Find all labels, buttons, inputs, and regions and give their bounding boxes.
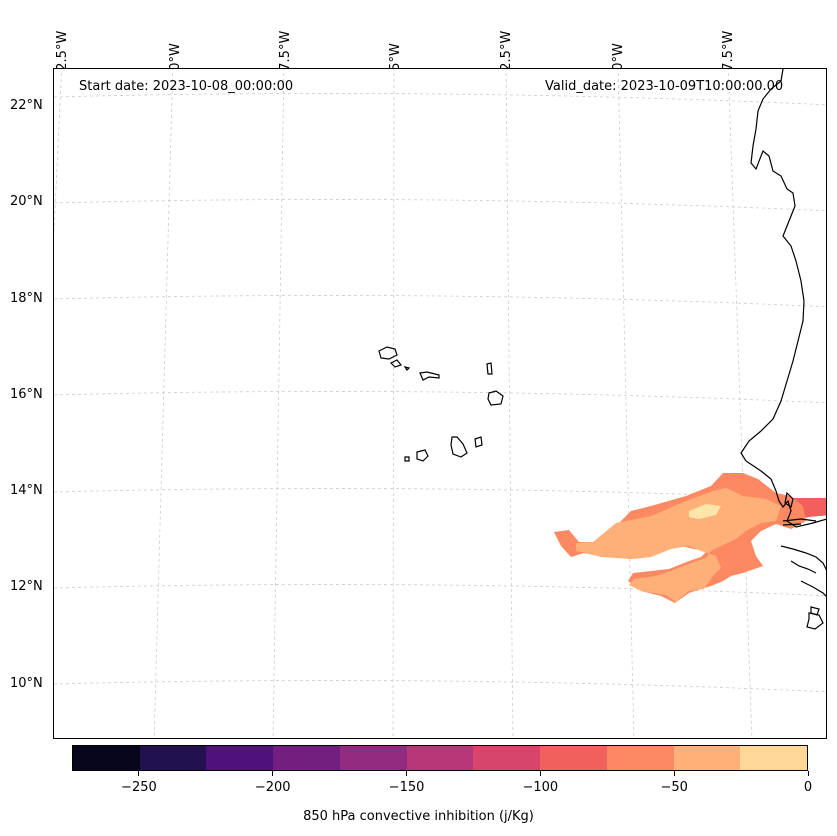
colorbar-swatch-9 (673, 746, 741, 770)
colorbar-swatch-0 (73, 746, 140, 770)
colorbar-tick-label: −100 (522, 780, 559, 795)
colorbar-tick (406, 771, 408, 776)
coastline-cape-verde-fogo (416, 449, 429, 462)
colorbar-swatch-10 (740, 746, 808, 770)
cin-field (554, 473, 826, 603)
lat-label-20n: 20°N (10, 194, 43, 209)
gridline-lat-20n (54, 199, 826, 212)
gridline-lat-10n (54, 680, 826, 693)
valid-date-label: Valid_date: 2023-10-09T10:00:00.00 (545, 79, 784, 94)
coastline-cape-verde-sao-nicolau (419, 371, 440, 381)
cin-contour-minus-50-to-minus-25 (576, 488, 781, 602)
colorbar-tick (539, 771, 541, 776)
coastline-cape-verde-santiago (450, 436, 468, 458)
gridline-lat-16n (54, 391, 826, 404)
coastline-cape-verde-sao-vicente (389, 359, 403, 368)
coastline-cape-verde-maio (474, 436, 483, 448)
lat-label-22n: 22°N (10, 98, 43, 113)
colorbar-tick (272, 771, 274, 776)
coastline-gambia (782, 518, 817, 526)
coastline-cape-verde-brava (404, 456, 410, 462)
lat-label-14n: 14°N (10, 483, 43, 498)
colorbar-swatch-7 (540, 746, 607, 770)
start-date-label: Start date: 2023-10-08_00:00:00 (79, 79, 294, 94)
colorbar-swatch-4 (339, 746, 407, 770)
coastline-cape-verde-sal (486, 362, 493, 375)
gridline-lon-22-5w (505, 69, 514, 738)
lat-label-18n: 18°N (10, 291, 43, 306)
lat-label-16n: 16°N (10, 387, 43, 402)
gridline-lon-32-5w (54, 69, 63, 232)
lat-label-10n: 10°N (10, 676, 43, 691)
lat-label-12n: 12°N (10, 579, 43, 594)
coastline-west-africa (740, 69, 826, 630)
gridline-lon-20w (617, 69, 635, 738)
colorbar-swatch-3 (273, 746, 340, 770)
colorbar (72, 745, 808, 771)
coastline-cape-verde-santo-antao (378, 346, 398, 360)
gridline-lat-22n (54, 93, 826, 106)
coastline-cape-verde-santa-luzia (403, 366, 411, 371)
cin-contour-minus-25-to-0 (689, 504, 721, 519)
colorbar-swatch-2 (206, 746, 274, 770)
colorbar-tick-label: −250 (121, 780, 157, 795)
colorbar-swatch-6 (473, 746, 541, 770)
gridline-lon-30w (153, 69, 174, 738)
colorbar-swatch-5 (406, 746, 474, 770)
colorbar-swatch-8 (606, 746, 674, 770)
gridline-lon-25w (392, 69, 395, 738)
gridline-lat-12n (54, 584, 826, 597)
coastline-cape-verde-boa-vista (487, 390, 504, 406)
colorbar-tick-label: 0 (803, 780, 813, 795)
coastlines (378, 69, 826, 630)
colorbar-tick-label: −200 (254, 780, 291, 795)
colorbar-tick (138, 771, 140, 776)
colorbar-swatch-1 (139, 746, 207, 770)
coastline-senegal-inlet (784, 491, 794, 508)
colorbar-title: 850 hPa convective inhibition (j/Kg) (303, 809, 534, 824)
colorbar-tick (807, 771, 809, 776)
gridline-lat-14n (54, 488, 826, 501)
coastline-bijagos (810, 606, 820, 616)
map-panel (53, 68, 827, 739)
gridlines (54, 69, 826, 738)
gridline-lon-27-5w (272, 69, 285, 738)
colorbar-tick (673, 771, 675, 776)
gridline-lat-18n (54, 295, 826, 308)
gridline-lon-17-5w (727, 69, 753, 738)
colorbar-tick-label: −50 (660, 780, 688, 795)
colorbar-tick-label: −150 (388, 780, 425, 795)
